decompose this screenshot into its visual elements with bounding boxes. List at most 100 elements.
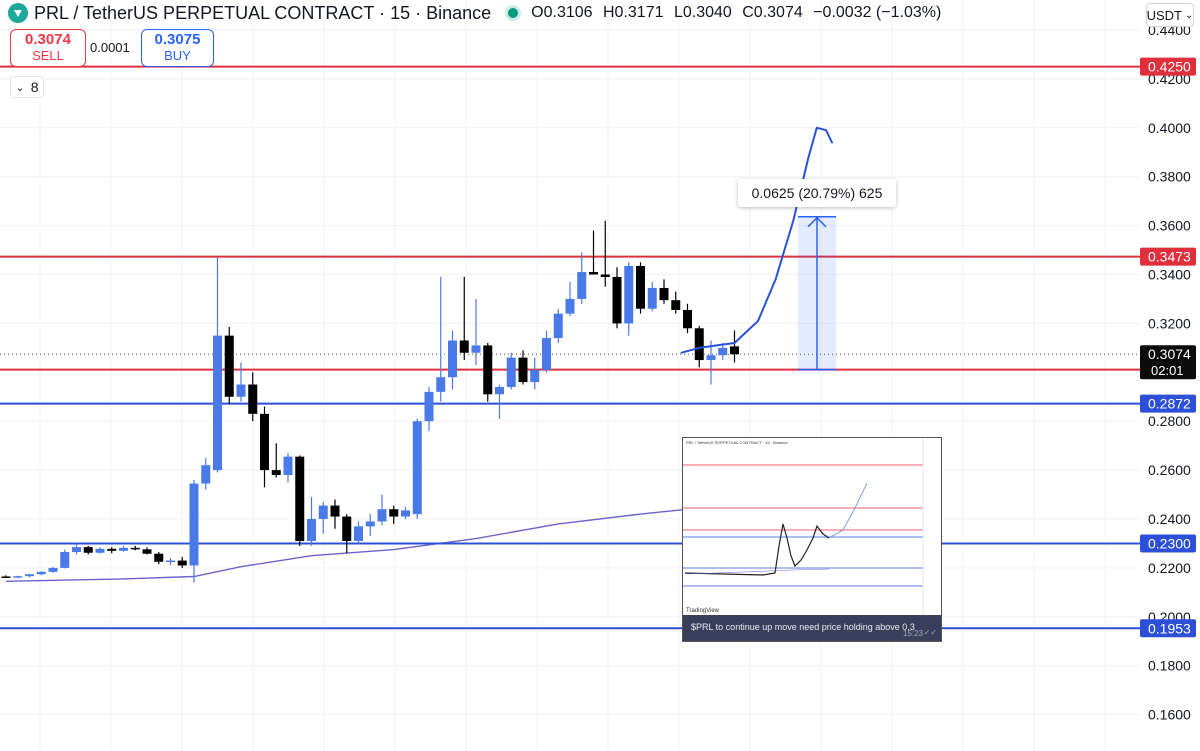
level-tag-0.3473 xyxy=(1140,247,1196,266)
candle-body xyxy=(307,519,316,542)
candle xyxy=(83,545,93,555)
last-price-text: 0.3074 xyxy=(1148,346,1191,362)
embedded-screenshot: PRL / TetherUS PERPETUAL CONTRACT · 15 ·… xyxy=(682,437,942,642)
spread-value: 0.0001 xyxy=(90,40,130,55)
candle xyxy=(424,386,434,431)
low-value: L0.3040 xyxy=(673,4,732,21)
candle xyxy=(706,340,716,385)
candle xyxy=(542,330,551,373)
candle xyxy=(647,281,657,312)
level-tag-text: 0.2300 xyxy=(1148,535,1191,551)
candle xyxy=(236,362,246,402)
candle xyxy=(177,556,187,568)
candle xyxy=(342,514,352,554)
sell-button[interactable]: 0.3074 SELL xyxy=(10,29,86,67)
candle-body xyxy=(565,298,575,314)
candle-body xyxy=(647,287,657,309)
inset-header: PRL / TetherUS PERPETUAL CONTRACT · 15 ·… xyxy=(686,440,788,445)
drawing-path xyxy=(680,126,833,354)
candle-body xyxy=(130,547,140,550)
candle xyxy=(1,575,11,578)
candle xyxy=(201,457,211,490)
candle-body xyxy=(683,309,692,329)
candle-body xyxy=(25,574,34,577)
candle xyxy=(683,303,692,334)
candle-body xyxy=(295,456,305,542)
candle-body xyxy=(201,465,211,484)
inset-time: 15:23 xyxy=(902,629,923,638)
level-tag-text: 0.4250 xyxy=(1148,59,1191,75)
candle xyxy=(389,505,399,524)
candle-body xyxy=(154,553,164,562)
candle-body xyxy=(13,576,23,578)
inset-mini-chart xyxy=(683,438,924,616)
candle-body xyxy=(95,548,105,553)
price-tick-label: 0.4000 xyxy=(1148,120,1191,136)
candles xyxy=(1,220,739,583)
candle-body xyxy=(283,456,293,475)
candle xyxy=(330,499,340,529)
candle xyxy=(636,262,645,314)
candle xyxy=(260,406,269,488)
price-tick-label: 0.1800 xyxy=(1148,658,1191,674)
measure-label: 0.0625 (20.79%) 625 xyxy=(738,179,896,207)
buy-button[interactable]: 0.3075 BUY xyxy=(141,29,214,67)
candle-body xyxy=(60,552,70,568)
candle-body xyxy=(459,340,469,353)
candle xyxy=(471,298,481,365)
candle xyxy=(60,549,70,569)
candle xyxy=(495,384,504,419)
level-tag-text: 0.2872 xyxy=(1148,396,1191,412)
candle-body xyxy=(577,272,587,299)
price-tick-label: 0.2200 xyxy=(1148,560,1191,576)
candle-body xyxy=(412,421,422,515)
candle xyxy=(730,330,739,363)
inset-caption-text: $PRL to continue up move need price hold… xyxy=(691,622,915,632)
candle-body xyxy=(389,509,399,517)
candle xyxy=(565,281,575,317)
candle xyxy=(401,506,410,519)
candle-body xyxy=(83,547,93,553)
high-value: H0.3171 xyxy=(603,4,664,21)
candle-body xyxy=(260,413,269,471)
chevron-down-icon: ⌄ xyxy=(1185,9,1194,21)
candle xyxy=(36,571,46,576)
candle-body xyxy=(213,335,222,471)
level-tag-0.2872 xyxy=(1140,394,1196,413)
price-tick-label: 0.3600 xyxy=(1148,218,1191,234)
candle xyxy=(13,575,23,579)
level-tag-0.4250 xyxy=(1140,57,1196,76)
candle xyxy=(130,545,140,551)
candle-body xyxy=(166,560,175,563)
countdown-text: 02:01 xyxy=(1151,363,1184,378)
candle-body xyxy=(706,355,716,361)
candle xyxy=(436,276,446,402)
candle xyxy=(119,545,128,552)
indicators-toggle[interactable]: ⌄ 8 xyxy=(10,76,44,98)
candle-body xyxy=(36,571,46,575)
market-status-icon xyxy=(505,5,522,21)
currency-selector[interactable]: USDT ⌄ xyxy=(1146,3,1194,27)
candle-body xyxy=(530,369,540,383)
candle xyxy=(166,558,175,565)
candle-body xyxy=(271,470,281,475)
candle-body xyxy=(694,328,704,361)
candle-body xyxy=(107,548,117,551)
candle-body xyxy=(483,345,493,395)
freehand-drawing xyxy=(680,126,833,354)
candle-body xyxy=(424,391,434,422)
candle xyxy=(107,547,117,554)
candle xyxy=(354,521,363,544)
candle-body xyxy=(48,567,58,572)
price-tick-label: 0.1600 xyxy=(1148,707,1191,723)
symbol-title[interactable]: PRL / TetherUS PERPETUAL CONTRACT · 15 ·… xyxy=(34,2,492,23)
candle-body xyxy=(448,340,457,378)
candle-body xyxy=(177,560,187,566)
candle-body xyxy=(330,505,340,517)
level-tag-0.2300 xyxy=(1140,534,1196,553)
candle-body xyxy=(636,265,645,309)
candle xyxy=(318,501,328,534)
candle xyxy=(213,257,222,473)
candle xyxy=(248,372,258,422)
